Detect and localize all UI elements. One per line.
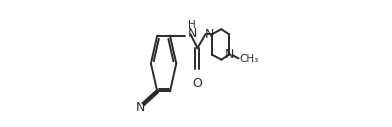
Text: N: N bbox=[187, 27, 197, 39]
Text: O: O bbox=[192, 77, 202, 90]
Text: N: N bbox=[205, 28, 214, 41]
Text: N: N bbox=[135, 101, 145, 114]
Text: N: N bbox=[225, 48, 234, 61]
Text: H: H bbox=[188, 20, 196, 30]
Text: CH₃: CH₃ bbox=[239, 54, 258, 64]
